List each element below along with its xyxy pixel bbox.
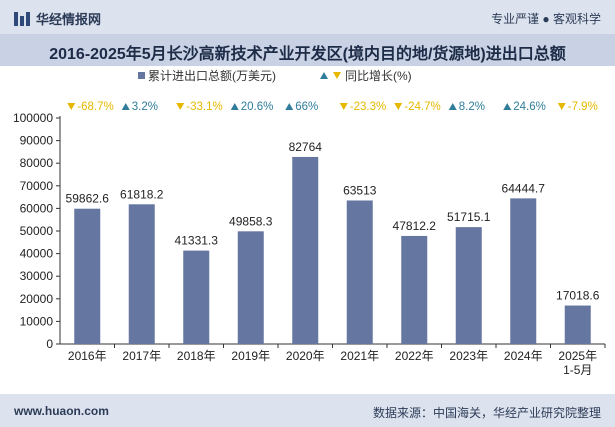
header-bar: 华经情报网 专业严谨 ● 客观科学 [0,0,615,34]
growth-label: 3.2% [132,101,158,113]
y-tick-label: 80000 [20,156,54,170]
growth-up-icon [230,103,239,110]
growth-down-icon [176,103,185,110]
bar-value-label: 63513 [343,183,377,197]
growth-up-icon [448,103,457,110]
y-tick-label: 10000 [20,314,54,328]
growth-label: -68.7% [77,101,113,113]
x-tick-label: 2018年 [177,349,216,363]
x-tick-label: 2017年 [122,349,161,363]
growth-label: -24.7% [404,101,440,113]
growth-label: -23.3% [350,101,386,113]
bar-value-label: 17018.6 [556,289,600,303]
bar [346,200,373,344]
bar [401,235,428,344]
bar-value-label: 59862.6 [66,192,110,206]
growth-label: -7.9% [568,101,598,113]
bar [128,204,155,344]
bar [564,305,591,344]
bar [183,250,210,344]
title-bar [0,34,615,66]
x-tick-label: 2021年 [340,349,379,363]
bar-value-label: 41331.3 [175,234,219,248]
y-tick-label: 30000 [20,269,54,283]
legend-bar-swatch [138,72,145,79]
x-tick-label: 2023年 [449,349,488,363]
bar-value-label: 64444.7 [502,181,546,195]
growth-label: 24.6% [513,101,546,113]
growth-label: 8.2% [459,101,485,113]
chart: 累计进出口总额(万美元) 同比增长(%) 0 10000 20000 30000 40000… [13,69,606,377]
growth-down-icon [557,103,566,110]
y-tick-label: 0 [46,337,53,351]
x-tick-label: 2016年 [68,349,107,363]
growth-label: 66% [295,101,318,113]
growth-label: -33.1% [186,101,222,113]
bar-value-label: 61818.2 [120,187,164,201]
legend-down-icon [333,72,341,79]
y-tick-label: 50000 [20,224,54,238]
growth-down-icon [394,103,403,110]
x-tick-label: 2025年 [558,349,597,363]
bar-value-label: 47812.2 [393,219,437,233]
y-tick-label: 70000 [20,179,54,193]
x-tick-label: 1-5月 [563,363,592,377]
bar [74,208,101,344]
x-tick-label: 2020年 [286,349,325,363]
bar-value-label: 51715.1 [447,210,491,224]
legend-growth-label: 同比增长(%) [345,69,412,83]
bar-value-label: 82764 [289,140,323,154]
legend-bar-label: 累计进出口总额(万美元) [148,69,276,83]
header-tagline: 专业严谨 ● 客观科学 [491,12,601,26]
legend-up-icon [320,72,328,79]
x-tick-label: 2019年 [231,349,270,363]
y-tick-label: 20000 [20,292,54,306]
x-tick-label: 2022年 [395,349,434,363]
bar [455,227,482,344]
bar [237,231,264,344]
chart-title: 2016-2025年5月长沙高新技术产业开发区(境内目的地/货源地)进出口总额 [49,46,566,63]
footer-bar [0,394,615,427]
footer-url: www.huaon.com [14,404,109,418]
growth-label: 20.6% [241,101,274,113]
growth-up-icon [121,103,130,110]
y-tick-label: 60000 [20,201,54,215]
brand-name: 华经情报网 [36,12,102,27]
bar [292,156,319,344]
bar-value-label: 49858.3 [229,214,273,228]
growth-down-icon [339,103,348,110]
brand-logo-icon [14,11,30,26]
y-tick-label: 40000 [20,247,54,261]
x-tick-label: 2024年 [504,349,543,363]
brand: 华经情报网 [14,9,101,28]
growth-down-icon [67,103,76,110]
growth-up-icon [503,103,512,110]
footer-source: 数据来源：中国海关，华经产业研究院整理 [372,406,601,420]
growth-up-icon [285,103,294,110]
bar [510,198,537,344]
y-tick-label: 90000 [20,134,54,148]
y-tick-label: 100000 [13,111,53,125]
